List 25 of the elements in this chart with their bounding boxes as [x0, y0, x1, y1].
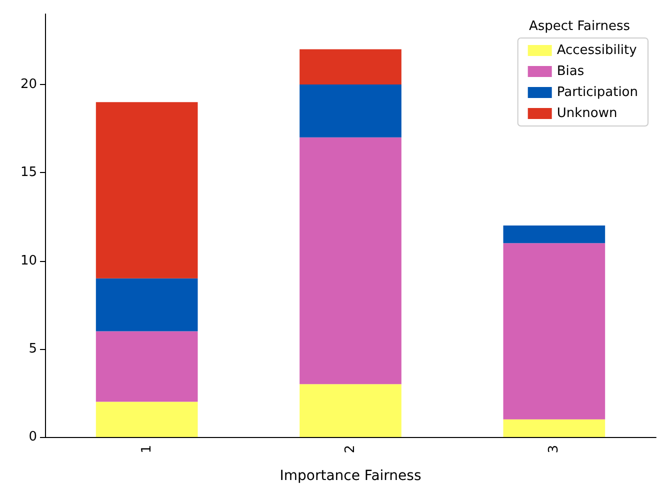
y-tick-label: 15	[20, 165, 37, 180]
bar	[503, 243, 606, 420]
legend-label: Participation	[556, 85, 638, 100]
x-tick-label: 3	[546, 445, 562, 454]
legend-label: Accessibility	[556, 43, 638, 58]
y-tick-label: 20	[20, 77, 37, 92]
legend-title: Aspect Fairness	[528, 19, 630, 34]
bar	[503, 226, 606, 244]
x-tick-label: 1	[139, 445, 154, 454]
bar	[96, 331, 198, 402]
bar	[96, 402, 198, 437]
bar	[96, 102, 198, 278]
legend-label: Unknown	[556, 106, 618, 121]
y-tick-label: 0	[28, 430, 37, 444]
bar	[96, 278, 198, 332]
bar	[300, 84, 402, 138]
x-tick-label: 2	[343, 445, 358, 454]
legend-label: Bias	[556, 64, 584, 79]
bar	[503, 419, 606, 437]
bar	[300, 49, 402, 84]
bar	[300, 384, 402, 437]
y-tick-label: 10	[20, 253, 37, 268]
y-tick-label: 5	[28, 341, 37, 356]
x-axis-title: Importance Fairness	[280, 468, 422, 484]
bar	[300, 137, 402, 384]
